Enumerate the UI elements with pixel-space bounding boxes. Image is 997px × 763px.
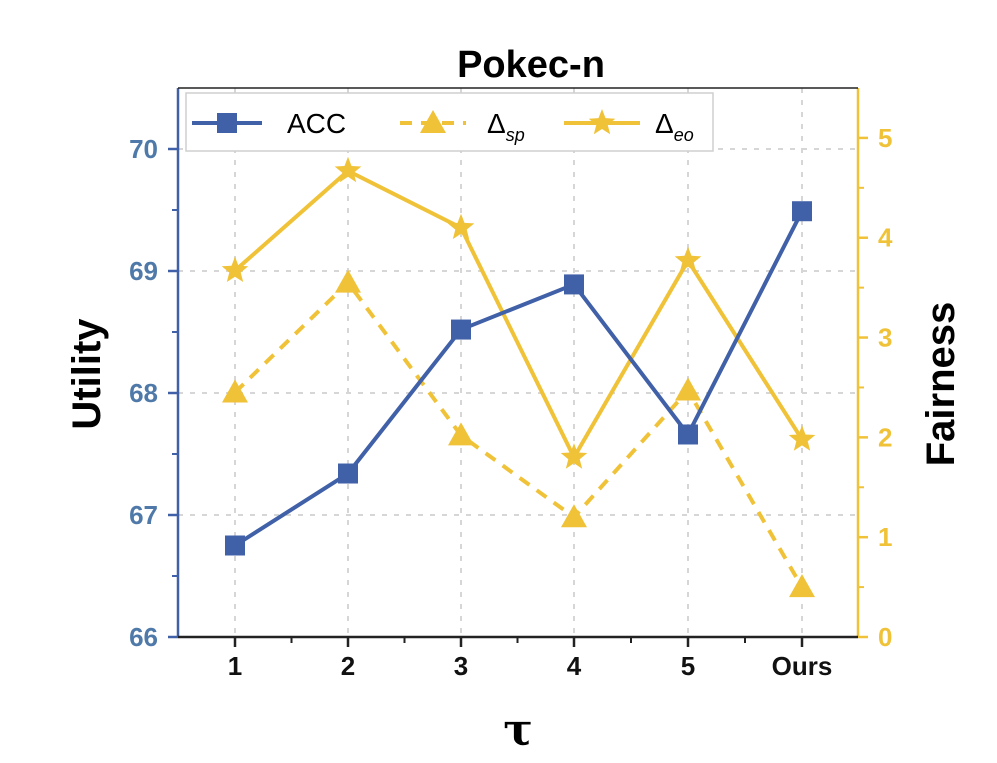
series-eo: [221, 156, 816, 469]
marker-triangle: [420, 110, 446, 133]
marker-star: [674, 246, 702, 272]
legend-item-acc: ACC: [192, 108, 346, 139]
marker-square: [225, 535, 245, 556]
legend-label: ACC: [287, 108, 346, 139]
marker-square: [338, 463, 358, 484]
marker-triangle: [335, 269, 361, 293]
marker-square: [451, 319, 471, 340]
right-tick-label: 2: [878, 422, 892, 452]
x-tick-label: 5: [681, 651, 695, 681]
x-tick-label: 4: [567, 651, 582, 681]
series-line: [233, 210, 804, 548]
series-sp: [222, 269, 815, 598]
right-tick-label: 3: [878, 323, 892, 353]
legend-label: Δsp: [487, 108, 525, 145]
marker-triangle: [222, 379, 248, 403]
x-axis-label: τ: [503, 705, 533, 756]
y-axis-label-left: Utility: [65, 318, 109, 430]
marker-triangle: [448, 422, 474, 446]
marker-star: [560, 443, 588, 469]
marker-triangle: [789, 574, 815, 598]
left-tick-label: 67: [129, 500, 158, 530]
marker-star: [221, 256, 249, 282]
gridlines: [178, 88, 858, 637]
left-tick-label: 68: [129, 378, 158, 408]
marker-square: [678, 424, 698, 445]
right-tick-label: 4: [878, 223, 893, 253]
marker-star: [788, 425, 816, 451]
marker-star: [588, 109, 616, 135]
legend-item-sp: Δsp: [400, 108, 525, 145]
legend: ACC Δsp Δeo: [185, 92, 714, 152]
series-layer: [221, 156, 816, 598]
marker-triangle: [561, 504, 587, 528]
x-tick-label: 2: [341, 651, 355, 681]
legend-item-eo: Δeo: [564, 108, 694, 145]
left-tick-label: 70: [129, 134, 158, 164]
x-tick-label: Ours: [772, 651, 833, 681]
right-tick-label: 5: [878, 123, 892, 153]
x-tick-label: 1: [228, 651, 242, 681]
marker-square: [217, 113, 237, 133]
y-axis-label-right: Fairness: [919, 302, 963, 467]
chart-title: Pokec-n: [457, 44, 605, 86]
marker-star: [447, 213, 475, 240]
marker-square: [564, 274, 584, 295]
marker-square: [792, 201, 812, 222]
series-line: [233, 280, 804, 589]
legend-label: Δeo: [655, 108, 694, 145]
x-tick-label: 3: [454, 651, 468, 681]
series-line: [233, 168, 804, 460]
axes: 66 67 68 69 70 0 1 2 3 4 5 1 2 3 4 5 Ours: [129, 87, 893, 681]
right-tick-label: 1: [878, 522, 892, 552]
marker-triangle: [675, 377, 701, 401]
left-tick-label: 66: [129, 622, 158, 652]
series-acc: [225, 201, 812, 556]
marker-star: [334, 156, 362, 183]
left-tick-label: 69: [129, 256, 158, 286]
right-tick-label: 0: [878, 622, 892, 652]
